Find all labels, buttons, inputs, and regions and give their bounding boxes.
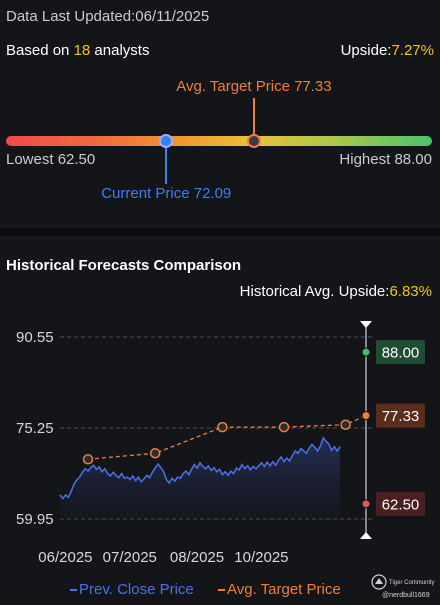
y-tick-label: 59.95	[16, 511, 54, 528]
watermark-logo-icon	[371, 574, 387, 590]
price-target-panel	[0, 0, 440, 228]
guide-top-arrow-icon	[360, 321, 372, 328]
forecast-marker-dot	[361, 499, 371, 509]
data-last-updated: Data Last Updated:06/11/2025	[6, 8, 209, 25]
historical-forecasts-panel	[0, 236, 440, 605]
x-tick-label: 08/2025	[170, 549, 224, 566]
x-tick-label: 06/2025	[38, 549, 92, 566]
current-price-connector	[165, 141, 168, 184]
historical-forecast-chart: 59.95 75.25 90.55 06/2025 07/2025 08/2025 10/2…	[16, 321, 425, 566]
avg-target-price-label: Avg. Target Price 77.33	[176, 78, 332, 95]
lowest-price-label: Lowest 62.50	[6, 151, 96, 168]
watermark-line2: @nerdbull1669	[382, 592, 430, 599]
forecast-value-label: 77.33	[382, 408, 420, 425]
tiger-community-watermark: Tiger Community @nerdbull1669	[371, 574, 434, 599]
avg-target-point	[149, 448, 161, 459]
legend-label-prev-close: Prev. Close Price	[79, 581, 194, 598]
avg-target-point	[340, 419, 351, 430]
avg-target-point	[278, 421, 290, 433]
current-price-label: Current Price 72.09	[101, 185, 232, 202]
forecast-value-tag	[376, 403, 425, 428]
x-tick-label: 10/2025	[234, 549, 288, 566]
historical-upside-text: Historical Avg. Upside:6.83%	[240, 283, 432, 300]
historical-upside-label: Historical Avg. Upside:	[239, 283, 390, 300]
avg-target-point	[217, 421, 228, 433]
legend-swatch-avg-target	[218, 589, 225, 592]
forecast-marker-dot	[361, 347, 371, 357]
avg-target-connector	[252, 98, 255, 141]
section-title: Historical Forecasts Comparison	[6, 257, 242, 274]
guide-bottom-arrow-icon	[360, 532, 372, 539]
highest-price-label: Highest 88.00	[339, 151, 432, 168]
x-tick-label: 07/2025	[103, 549, 157, 566]
forecast-value-label: 62.50	[382, 496, 420, 513]
section-divider	[0, 228, 440, 236]
chart-legend-target: Avg. Target Price	[218, 581, 341, 598]
avg-target-point	[82, 453, 94, 465]
historical-upside-value: 6.83%	[389, 283, 432, 300]
forecast-value-tag	[376, 340, 425, 365]
upside-label: Upside:	[340, 42, 392, 59]
prev-close-price-line	[59, 436, 341, 500]
price-range-gauge	[6, 136, 432, 146]
legend-label-avg-target: Avg. Target Price	[227, 581, 341, 598]
based-suffix: analysts	[90, 42, 150, 59]
y-tick-label: 75.25	[16, 420, 54, 437]
updated-label: Data Last Updated:	[6, 8, 136, 25]
current-price-marker	[159, 134, 174, 148]
forecast-value-tag	[376, 491, 425, 516]
analyst-count: 18	[73, 42, 91, 59]
upside-value: 7.27%	[391, 42, 434, 59]
forecast-marker-dot	[361, 411, 371, 421]
avg-target-marker	[246, 134, 261, 148]
legend-swatch-prev-close	[70, 589, 77, 592]
upside-text: Upside:7.27%	[341, 42, 434, 59]
analyst-count-text: Based on 18 analysts	[6, 42, 149, 59]
price-area-fill	[60, 437, 340, 519]
y-tick-label: 90.55	[16, 329, 54, 346]
watermark-line1: Tiger Community	[389, 580, 434, 586]
updated-date: 06/11/2025	[135, 8, 210, 25]
chart-legend: Prev. Close Price	[70, 581, 194, 598]
forecast-value-label: 88.00	[382, 345, 420, 362]
based-prefix: Based on	[6, 42, 74, 59]
